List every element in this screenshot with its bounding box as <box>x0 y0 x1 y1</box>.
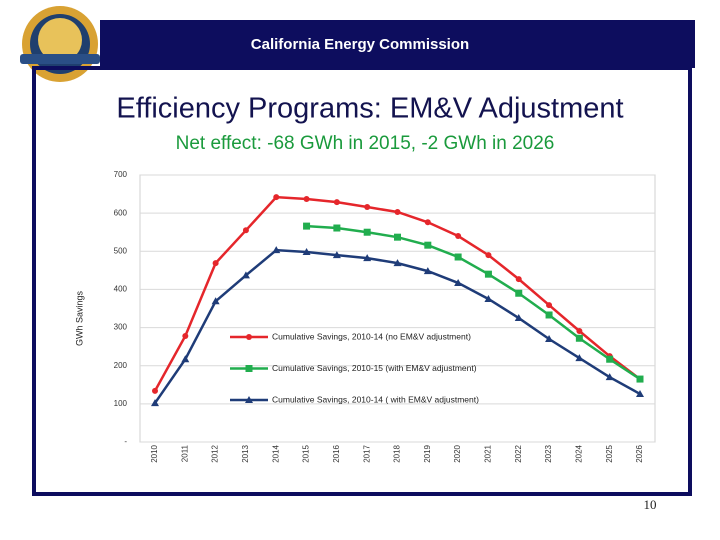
y-tick-label: 600 <box>114 208 128 217</box>
marker <box>575 334 583 342</box>
x-tick-label: 2024 <box>574 444 583 462</box>
logo-inner <box>38 18 82 62</box>
marker <box>212 260 219 267</box>
chart: - 100 200 300 400 500 600 700 GWh Savings 2010 201… <box>74 170 656 463</box>
marker <box>241 271 250 279</box>
y-tick-label: 300 <box>114 323 128 332</box>
x-tick-label: 2014 <box>271 444 280 462</box>
marker <box>576 328 583 335</box>
marker <box>151 399 159 407</box>
slide-frame <box>32 66 692 496</box>
marker <box>363 228 371 236</box>
marker <box>332 251 341 259</box>
marker <box>546 302 553 309</box>
header-text: California Energy Commission <box>251 36 469 53</box>
marker <box>364 204 371 211</box>
x-tick-label: 2016 <box>332 444 341 462</box>
marker <box>605 373 614 381</box>
marker <box>242 227 249 234</box>
legend-label: Cumulative Savings, 2010-14 (no EM&V adj… <box>272 331 471 341</box>
marker <box>303 196 310 203</box>
x-tick-label: 2017 <box>362 444 371 462</box>
marker <box>636 389 644 397</box>
legend-label: Cumulative Savings, 2010-15 (with EM&V a… <box>272 363 477 373</box>
y-tick-label: 500 <box>114 246 128 255</box>
marker <box>514 314 523 322</box>
marker <box>394 208 401 215</box>
marker <box>455 233 462 240</box>
legend-marker <box>245 396 253 403</box>
marker <box>606 355 614 363</box>
x-tick-label: 2015 <box>302 444 311 462</box>
logo <box>20 6 100 82</box>
marker <box>454 253 462 261</box>
plot-area <box>139 174 656 443</box>
marker <box>485 252 492 259</box>
marker <box>423 267 432 275</box>
y-tick-label: 200 <box>114 361 128 370</box>
marker <box>181 355 190 363</box>
series-line <box>306 224 641 381</box>
marker <box>152 387 158 394</box>
marker <box>545 335 554 343</box>
header-bar <box>100 20 695 68</box>
marker <box>424 241 432 249</box>
y-tick-label: 400 <box>114 285 128 294</box>
x-tick-label: 2019 <box>423 444 432 462</box>
marker <box>545 311 553 319</box>
marker <box>454 278 463 286</box>
marker <box>182 332 189 339</box>
y-tick-label: 100 <box>114 399 128 408</box>
x-tick-label: 2020 <box>453 444 462 462</box>
x-tick-label: 2026 <box>635 444 644 462</box>
y-tick-label: - <box>124 437 127 446</box>
marker <box>303 222 311 230</box>
page-number: 10 <box>644 497 657 512</box>
marker <box>273 194 280 201</box>
slide-subtitle: Net effect: -68 GWh in 2015, -2 GWh in 2… <box>176 133 555 154</box>
marker <box>575 354 584 362</box>
slide-title: Efficiency Programs: EM&V Adjustment <box>116 93 623 125</box>
x-tick-label: 2013 <box>241 444 250 462</box>
x-tick-label: 2022 <box>514 444 523 462</box>
marker <box>333 199 340 206</box>
x-tick-label: 2011 <box>180 444 189 462</box>
marker <box>394 233 401 241</box>
y-axis-label: GWh Savings <box>74 290 84 346</box>
marker <box>333 224 341 232</box>
legend-marker <box>245 365 253 372</box>
x-tick-label: 2012 <box>211 444 220 462</box>
marker <box>302 248 311 256</box>
marker <box>484 294 493 302</box>
x-tick-label: 2018 <box>393 444 402 462</box>
marker <box>515 276 522 283</box>
x-tick-label: 2010 <box>150 444 159 462</box>
marker <box>393 259 402 267</box>
y-tick-label: 700 <box>114 170 128 179</box>
x-tick-label: 2021 <box>484 444 493 462</box>
x-tick-label: 2025 <box>605 444 614 462</box>
marker <box>211 297 220 305</box>
marker <box>272 246 281 254</box>
marker <box>363 254 372 262</box>
legend-marker <box>246 334 252 340</box>
marker <box>636 375 644 383</box>
legend-label: Cumulative Savings, 2010-14 ( with EM&V … <box>272 394 479 404</box>
logo-banner <box>20 54 100 64</box>
marker <box>484 270 492 278</box>
x-tick-label: 2023 <box>544 444 553 462</box>
marker <box>515 289 523 297</box>
marker <box>424 219 431 226</box>
